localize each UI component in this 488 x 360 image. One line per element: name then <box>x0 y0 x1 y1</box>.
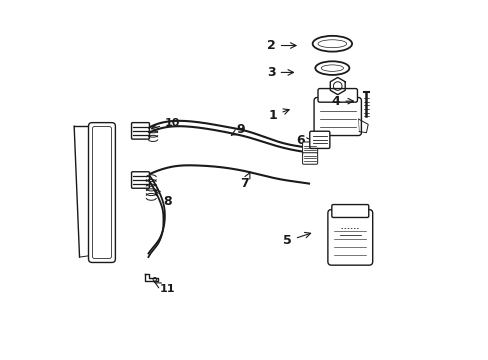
Ellipse shape <box>312 36 351 51</box>
Text: 4: 4 <box>331 95 353 108</box>
FancyBboxPatch shape <box>131 172 149 188</box>
FancyBboxPatch shape <box>92 127 111 258</box>
Text: 1: 1 <box>268 109 288 122</box>
Text: 7: 7 <box>240 172 250 190</box>
Text: 9: 9 <box>231 123 244 136</box>
Text: 2: 2 <box>266 39 295 52</box>
Text: 10: 10 <box>151 118 180 130</box>
FancyBboxPatch shape <box>309 131 329 148</box>
FancyBboxPatch shape <box>88 123 115 262</box>
FancyBboxPatch shape <box>331 204 368 217</box>
Text: 8: 8 <box>154 190 171 208</box>
FancyBboxPatch shape <box>302 153 317 164</box>
Ellipse shape <box>315 61 349 75</box>
FancyBboxPatch shape <box>317 89 357 102</box>
Ellipse shape <box>317 40 346 48</box>
FancyBboxPatch shape <box>327 210 372 265</box>
Text: 6: 6 <box>295 134 311 147</box>
FancyBboxPatch shape <box>313 98 361 135</box>
Ellipse shape <box>321 65 343 71</box>
Text: 5: 5 <box>283 233 310 247</box>
FancyBboxPatch shape <box>302 142 317 153</box>
FancyBboxPatch shape <box>131 123 149 139</box>
Text: 3: 3 <box>266 66 293 79</box>
Text: 11: 11 <box>154 282 175 294</box>
